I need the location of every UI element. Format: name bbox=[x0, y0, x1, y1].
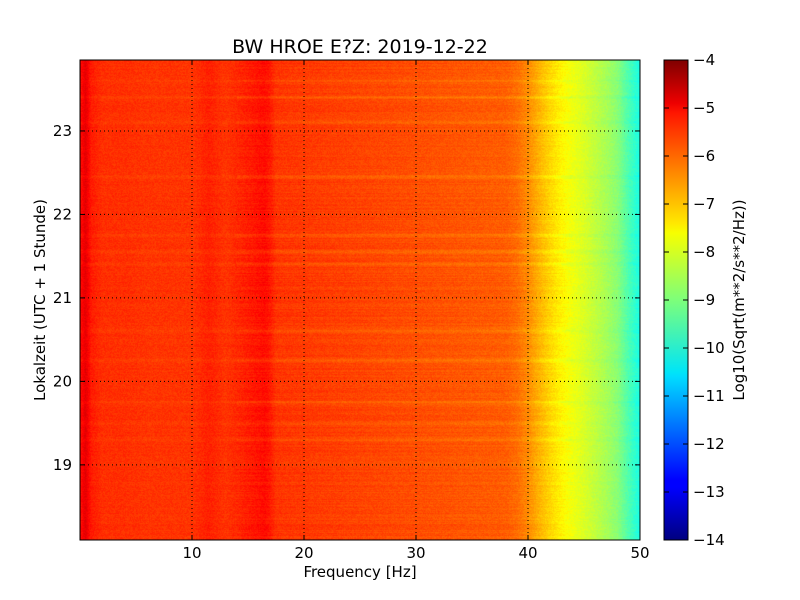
axes-layer: 10 20 30 40 50 19 20 21 22 23 bbox=[53, 59, 650, 562]
colorbar-tick-label: −14 bbox=[693, 531, 725, 549]
colorbar-label: Log10(Sqrt(m**2/s**2/Hz)) bbox=[730, 199, 748, 400]
x-tick-label: 20 bbox=[294, 544, 313, 562]
colorbar-tick-label: −12 bbox=[693, 435, 725, 453]
chart-title: BW HROE E?Z: 2019-12-22 bbox=[232, 36, 488, 58]
y-tick-label: 23 bbox=[53, 122, 72, 140]
y-axis-label: Lokalzeit (UTC + 1 Stunde) bbox=[31, 199, 49, 401]
colorbar-tick-label: −10 bbox=[693, 339, 725, 357]
spectrogram-plot bbox=[80, 60, 640, 540]
colorbar-tick-label: −7 bbox=[693, 195, 715, 213]
colorbar-tick-label: −13 bbox=[693, 483, 725, 501]
colorbar-ticks: −4 −5 −6 −7 −8 −9 −10 −11 −12 −13 −14 bbox=[664, 51, 725, 549]
colorbar-tick-label: −5 bbox=[693, 99, 715, 117]
y-tick-label: 19 bbox=[53, 456, 72, 474]
x-axis-label: Frequency [Hz] bbox=[303, 563, 416, 581]
y-tick-label: 20 bbox=[53, 372, 72, 390]
spectrogram-image bbox=[80, 60, 640, 540]
colorbar-tick-label: −11 bbox=[693, 387, 725, 405]
colorbar-tick-label: −9 bbox=[693, 291, 715, 309]
y-tick-label: 22 bbox=[53, 205, 72, 223]
x-tick-label: 50 bbox=[630, 544, 649, 562]
x-tick-label: 10 bbox=[182, 544, 201, 562]
colorbar-tick-label: −6 bbox=[693, 147, 715, 165]
x-tick-label: 40 bbox=[518, 544, 537, 562]
colorbar-tick-label: −8 bbox=[693, 243, 715, 261]
x-tick-label: 30 bbox=[406, 544, 425, 562]
plot-frame bbox=[79, 59, 641, 541]
colorbar-tick-label: −4 bbox=[693, 51, 715, 69]
y-tick-label: 21 bbox=[53, 289, 72, 307]
